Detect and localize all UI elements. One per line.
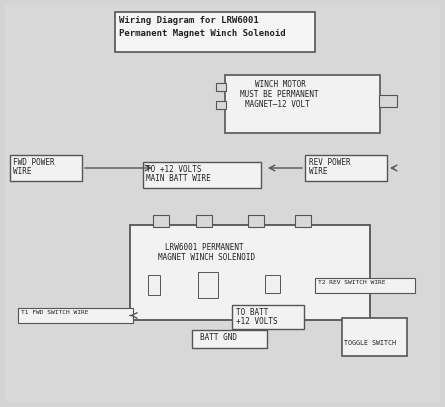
Bar [225,75,380,133]
Text: WINCH MOTOR: WINCH MOTOR [255,80,306,89]
Text: T2 REV SWITCH WIRE: T2 REV SWITCH WIRE [318,280,385,285]
Text: LRW6001 PERMANENT: LRW6001 PERMANENT [165,243,243,252]
Bar [216,83,226,91]
Text: REV POWER: REV POWER [309,158,351,167]
Text: TO +12 VOLTS: TO +12 VOLTS [146,165,202,174]
Bar [115,12,315,52]
Text: Wiring Diagram for LRW6001: Wiring Diagram for LRW6001 [119,16,259,25]
Bar [153,215,169,227]
Bar [232,305,304,329]
Bar [248,215,264,227]
Text: BATT GND: BATT GND [200,333,237,342]
Bar [342,318,407,356]
Text: WIRE: WIRE [13,167,32,176]
Text: +12 VOLTS: +12 VOLTS [236,317,278,326]
Bar [216,101,226,109]
Text: TO BATT: TO BATT [236,308,268,317]
Bar [192,330,267,348]
Bar [10,155,82,181]
Bar [305,155,387,181]
Bar [295,215,311,227]
Bar [379,95,397,107]
Text: MUST BE PERMANENT: MUST BE PERMANENT [240,90,319,99]
Text: MAGNET—12 VOLT: MAGNET—12 VOLT [245,100,310,109]
Text: MAIN BATT WIRE: MAIN BATT WIRE [146,174,211,183]
Bar [265,275,280,293]
Bar [143,162,261,188]
Bar [198,272,218,298]
Text: TOGGLE SWITCH: TOGGLE SWITCH [344,340,396,346]
Text: Permanent Magnet Winch Solenoid: Permanent Magnet Winch Solenoid [119,29,286,38]
Bar [18,308,133,323]
Text: FWD POWER: FWD POWER [13,158,55,167]
Text: MAGNET WINCH SOLENOID: MAGNET WINCH SOLENOID [158,253,255,262]
Bar [148,275,160,295]
Bar [196,215,212,227]
Bar [130,225,370,320]
Text: T1 FWD SWITCH WIRE: T1 FWD SWITCH WIRE [21,310,89,315]
Bar [315,278,415,293]
Text: WIRE: WIRE [309,167,328,176]
